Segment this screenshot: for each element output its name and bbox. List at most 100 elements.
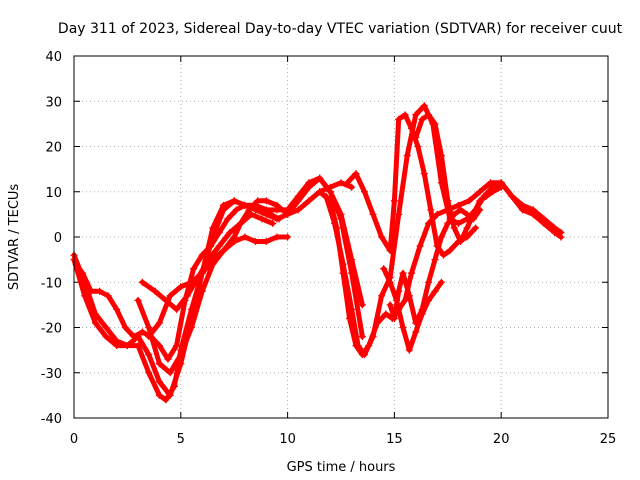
point-track-11-9: [469, 210, 477, 218]
point-track-8-5: [360, 351, 368, 359]
point-track-3-20: [241, 201, 249, 209]
point-track-2-2: [91, 319, 99, 327]
point-track-7-0: [316, 188, 324, 196]
point-track-7-19: [465, 197, 473, 205]
point-track-4-17: [305, 197, 313, 205]
point-track-8-4: [354, 342, 362, 350]
y-tick-label-2: -20: [41, 322, 62, 337]
x-tick-label-1: 5: [177, 432, 185, 447]
series-line-track-12: [381, 266, 444, 353]
point-track-9-1: [352, 170, 360, 178]
point-track-7-18: [454, 201, 462, 209]
series-track-3: [72, 201, 283, 363]
point-track-9-3: [369, 210, 377, 218]
point-track-11-1: [418, 115, 426, 123]
point-track-12-7: [425, 296, 433, 304]
y-tick-label-1: -30: [41, 367, 62, 382]
point-track-1-27: [358, 301, 366, 309]
point-track-4-3: [166, 369, 174, 377]
point-track-12-5: [412, 328, 420, 336]
series-track-9: [343, 111, 480, 259]
point-track-6-11: [258, 215, 266, 223]
point-track-9-18: [472, 224, 480, 232]
point-track-10-1: [390, 314, 398, 322]
point-track-9-11: [420, 170, 428, 178]
point-track-12-9: [437, 278, 445, 286]
point-track-3-10: [155, 342, 163, 350]
point-track-9-9: [407, 124, 415, 132]
point-track-4-16: [294, 206, 302, 214]
point-track-10-0: [386, 301, 394, 309]
point-track-7-20: [476, 188, 484, 196]
point-track-10-9: [437, 233, 445, 241]
point-track-3-1: [79, 269, 87, 277]
point-track-3-15: [198, 251, 206, 259]
point-track-2-28: [358, 333, 366, 341]
point-track-7-12: [401, 296, 409, 304]
x-tick-label-3: 15: [386, 432, 403, 447]
point-track-5-7: [220, 247, 228, 255]
y-axis-label: SDTVAR / TECUs: [7, 184, 22, 291]
point-track-5-0: [145, 333, 153, 341]
point-track-6-10: [247, 210, 255, 218]
point-track-8-0: [322, 192, 330, 200]
point-track-11-2: [425, 111, 433, 119]
point-track-8-11: [412, 111, 420, 119]
point-track-6-8: [226, 228, 234, 236]
point-track-8-26: [551, 228, 559, 236]
x-tick-label-4: 20: [493, 432, 510, 447]
point-track-3-18: [224, 215, 232, 223]
point-track-3-11: [164, 355, 172, 363]
point-track-2-26: [337, 215, 345, 223]
point-track-11-3: [431, 120, 439, 128]
chart-title: Day 311 of 2023, Sidereal Day-to-day VTE…: [58, 21, 623, 37]
point-track-4-6: [198, 287, 206, 295]
point-track-2-9: [162, 396, 170, 404]
point-track-4-21: [348, 183, 356, 191]
point-track-8-2: [339, 260, 347, 268]
point-track-4-2: [155, 360, 163, 368]
point-track-2-5: [123, 342, 131, 350]
point-track-3-3: [96, 287, 104, 295]
point-track-9-6: [390, 197, 398, 205]
point-track-9-7: [395, 115, 403, 123]
point-track-2-8: [155, 391, 163, 399]
point-track-1-3: [102, 324, 110, 331]
point-track-12-3: [399, 324, 407, 331]
point-track-4-19: [326, 183, 334, 191]
y-tick-label-3: -10: [41, 276, 62, 291]
point-track-2-7: [145, 369, 153, 377]
point-track-9-0: [343, 179, 351, 187]
point-track-3-19: [232, 206, 240, 214]
y-tick-label-8: 40: [45, 50, 62, 65]
point-track-11-10: [476, 197, 484, 205]
point-track-8-27: [557, 233, 565, 241]
point-track-8-22: [508, 192, 516, 200]
series-track-11: [412, 111, 505, 246]
point-track-6-9: [237, 219, 245, 227]
x-tick-label-0: 0: [70, 432, 78, 447]
point-track-3-22: [258, 206, 266, 214]
point-track-5-12: [273, 233, 281, 241]
y-tick-label-5: 10: [45, 186, 62, 201]
point-track-1-8: [155, 378, 163, 386]
point-track-12-4: [405, 346, 413, 354]
point-track-4-13: [262, 197, 270, 205]
point-track-4-0: [134, 296, 142, 304]
point-track-2-12: [187, 305, 195, 313]
point-track-6-12: [269, 219, 277, 227]
point-track-11-7: [457, 238, 465, 246]
point-track-8-3: [348, 305, 356, 313]
point-track-4-5: [187, 324, 195, 331]
series-line-track-10: [387, 207, 483, 326]
point-track-11-0: [412, 133, 420, 141]
point-track-2-23: [305, 179, 313, 187]
point-track-11-5: [444, 197, 452, 205]
point-track-9-12: [427, 206, 435, 214]
point-track-6-7: [215, 242, 223, 250]
x-tick-label-2: 10: [279, 432, 296, 447]
point-track-5-8: [230, 238, 238, 246]
point-track-8-9: [395, 210, 403, 218]
point-track-11-11: [482, 192, 490, 200]
